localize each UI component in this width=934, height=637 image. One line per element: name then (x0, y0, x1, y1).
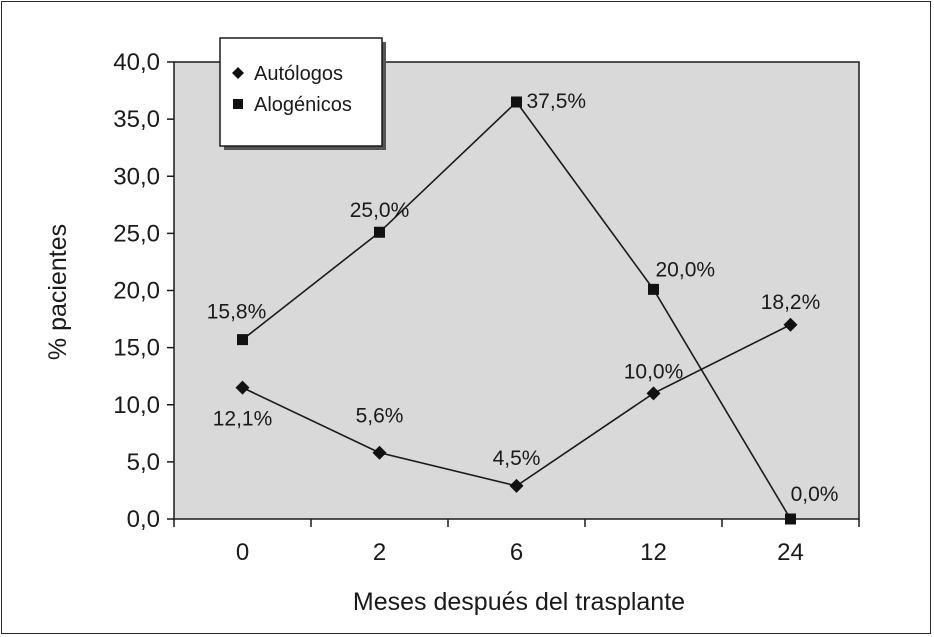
y-tick-label: 30,0 (113, 163, 160, 190)
data-point-diamond (646, 386, 661, 401)
data-label: 12,1% (213, 408, 273, 431)
data-label: 4,5% (493, 447, 541, 470)
data-point-diamond (509, 478, 524, 493)
data-labels: 12,1% 5,6% 4,5% 10,0% 18,2% 15,8% 25,0% 37,5% 20… (207, 90, 839, 506)
data-label: 18,2% (761, 291, 821, 314)
data-label: 5,6% (356, 405, 404, 428)
y-tick-label: 0,0 (127, 506, 160, 533)
data-label: 0,0% (791, 483, 839, 506)
y-axis: 0,0 5,0 10,0 15,0 20,0 25,0 30,0 35,0 40,0 (113, 49, 174, 533)
y-tick-label: 15,0 (113, 335, 160, 362)
data-label: 15,8% (207, 301, 267, 324)
x-tick-label: 0 (236, 539, 249, 566)
legend-label-alogenicos: Alogénicos (254, 94, 352, 116)
series-markers (235, 96, 798, 525)
legend-label-autologos: Autólogos (254, 63, 343, 85)
x-tick-label: 24 (777, 539, 804, 566)
x-tick-label: 2 (373, 539, 386, 566)
diamond-marker-icon (232, 67, 244, 79)
data-point-square (511, 96, 522, 108)
data-point-square (237, 334, 248, 346)
data-point-diamond (372, 445, 387, 460)
y-tick-label: 5,0 (127, 449, 160, 476)
data-point-diamond (783, 317, 798, 332)
data-label: 25,0% (350, 199, 410, 222)
y-tick-label: 40,0 (113, 49, 160, 76)
y-tick-label: 10,0 (113, 392, 160, 419)
legend-box (219, 37, 383, 147)
y-tick-label: 35,0 (113, 106, 160, 133)
data-point-diamond (235, 380, 250, 395)
x-axis-title: Meses después del trasplante (353, 588, 685, 616)
data-label: 37,5% (527, 90, 587, 113)
y-axis-title: % pacientes (44, 224, 72, 360)
data-label: 20,0% (656, 258, 716, 281)
data-point-square (648, 283, 659, 295)
y-tick-label: 25,0 (113, 220, 160, 247)
legend: Autólogos Alogénicos (219, 37, 386, 150)
x-tick-label: 6 (510, 539, 523, 566)
y-tick-label: 20,0 (113, 278, 160, 305)
x-axis: 0 2 6 12 24 (173, 519, 860, 566)
square-marker-icon (233, 99, 243, 109)
data-point-square (374, 226, 385, 238)
data-label: 10,0% (624, 360, 684, 383)
data-point-square (785, 513, 796, 525)
x-tick-label: 12 (640, 539, 667, 566)
